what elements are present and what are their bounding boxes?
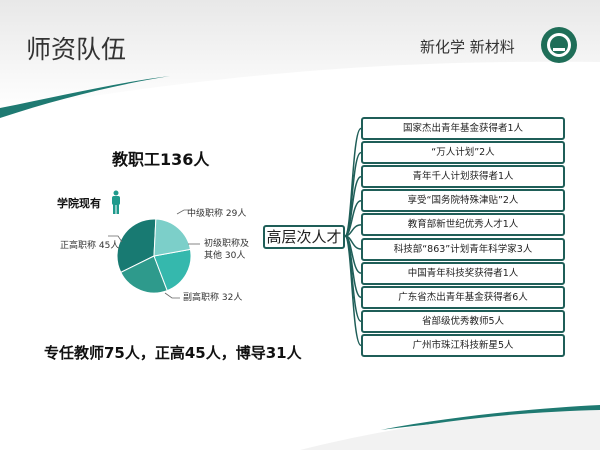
talent-item: 广州市珠江科技新星5人 [361, 333, 565, 357]
talent-root-node: 高层次人才 [263, 225, 345, 249]
summary-text: 专任教师75人，正高45人，博导31人 [44, 344, 302, 362]
pie-label-junior-line1: 初级职称及 [204, 239, 250, 249]
pie-label-junior: 初级职称及其他 30人 [204, 238, 249, 262]
connector-lines [344, 127, 362, 347]
talent-item: 省部级优秀教师5人 [361, 309, 565, 333]
staff-total: 教职工136人 [112, 150, 210, 169]
pie-label-junior-line2: 其他 30人 [204, 251, 246, 261]
talent-item: 教育部新世纪优秀人才1人 [361, 213, 565, 237]
connector-line [344, 235, 362, 347]
slogan: 新化学 新材料 [420, 38, 515, 56]
talent-item: 青年千人计划获得者1人 [361, 165, 565, 189]
pie-label-associate: 副高职称 32人 [183, 293, 243, 303]
pie-slice [120, 255, 168, 294]
talent-item: 中国青年科技奖获得者1人 [361, 261, 565, 285]
pie-label-senior: 正高职称 45人 [60, 241, 120, 251]
person-icon [112, 190, 120, 214]
page-title: 师资队伍 [26, 35, 127, 64]
talent-item: 广东省杰出青年基金获得者6人 [361, 285, 565, 309]
talent-item: “万人计划”2人 [361, 141, 565, 165]
pie-label-intermediate: 中级职称 29人 [187, 209, 247, 219]
pie-slice [153, 248, 192, 292]
talent-item: 科技部“863”计划青年科学家3人 [361, 237, 565, 261]
pie-heading: 学院现有 [57, 197, 101, 210]
talent-item: 国家杰出青年基金获得者1人 [361, 117, 565, 140]
pie-slice [116, 218, 157, 274]
university-logo [541, 27, 577, 63]
talent-item: 享受“国务院特殊津贴”2人 [361, 189, 565, 213]
pie-slice [153, 218, 191, 257]
